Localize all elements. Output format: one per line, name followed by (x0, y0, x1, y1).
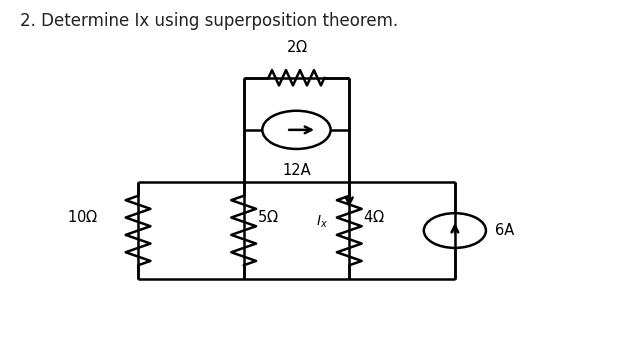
Text: $4\Omega$: $4\Omega$ (363, 209, 385, 225)
Text: $10\Omega$: $10\Omega$ (67, 209, 98, 225)
Text: $I_x$: $I_x$ (316, 213, 328, 230)
Text: 12A: 12A (282, 163, 311, 178)
Text: 2. Determine Ix using superposition theorem.: 2. Determine Ix using superposition theo… (20, 12, 398, 30)
Text: $2\Omega$: $2\Omega$ (286, 39, 308, 55)
Text: 6A: 6A (495, 223, 515, 238)
Text: $5\Omega$: $5\Omega$ (257, 209, 279, 225)
